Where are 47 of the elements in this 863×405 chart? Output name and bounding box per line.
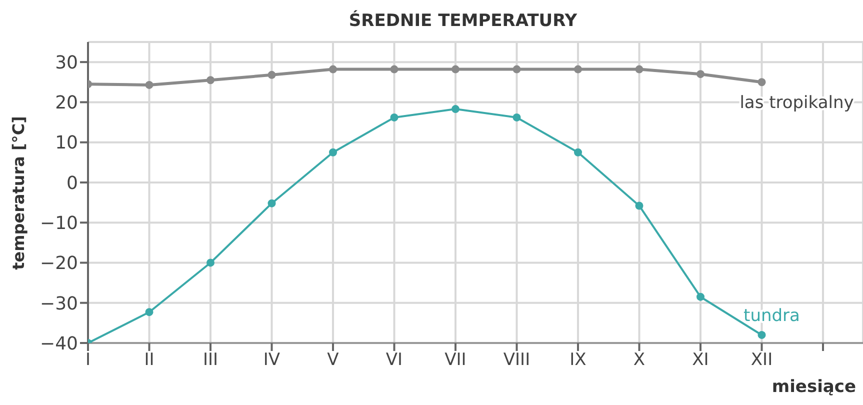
point — [635, 65, 644, 74]
y-tick-label: −20 — [40, 253, 78, 274]
x-tick-label: VIII — [503, 350, 530, 370]
x-tick-label: VI — [386, 350, 403, 370]
point — [512, 65, 521, 74]
y-tick-label: 20 — [55, 92, 78, 114]
point — [206, 258, 214, 267]
point — [696, 70, 704, 78]
x-tick-label: XI — [692, 350, 709, 370]
y-tick-label: 0 — [66, 172, 78, 194]
x-tick-label: VII — [444, 350, 466, 370]
point — [390, 113, 398, 122]
point — [268, 199, 276, 208]
point — [758, 330, 766, 339]
y-tick-label: 10 — [55, 132, 78, 154]
point — [145, 308, 154, 316]
x-axis-title: miesiące — [772, 377, 856, 397]
x-tick-label: IX — [570, 350, 587, 370]
point — [452, 65, 460, 74]
point — [574, 65, 582, 74]
point — [268, 70, 276, 79]
point — [390, 65, 398, 74]
point — [145, 80, 154, 89]
point — [329, 65, 337, 74]
y-tick-label: 30 — [55, 52, 78, 74]
series-label: las tropikalny — [740, 93, 854, 114]
y-tick-label: −40 — [40, 333, 78, 354]
y-tick-label: −10 — [40, 212, 78, 234]
x-tick-label: XII — [750, 350, 773, 370]
x-tick-label: IV — [263, 350, 280, 370]
point — [758, 78, 766, 86]
point — [512, 113, 521, 122]
point — [635, 202, 644, 210]
point — [329, 148, 337, 156]
x-tick-label: III — [202, 350, 218, 370]
x-tick-label: II — [144, 350, 154, 370]
y-tick-label: −30 — [40, 293, 78, 314]
point — [696, 292, 704, 301]
x-tick-label: V — [327, 350, 340, 370]
series-label: tundra — [744, 306, 800, 326]
x-tick-label: X — [633, 350, 646, 370]
point — [206, 76, 214, 84]
point — [574, 148, 582, 156]
chart-title: ŚREDNIE TEMPERATURY — [348, 10, 578, 31]
y-axis-title: temperatura [°C] — [9, 116, 28, 270]
point — [452, 105, 460, 114]
x-tick-label: I — [85, 350, 91, 370]
